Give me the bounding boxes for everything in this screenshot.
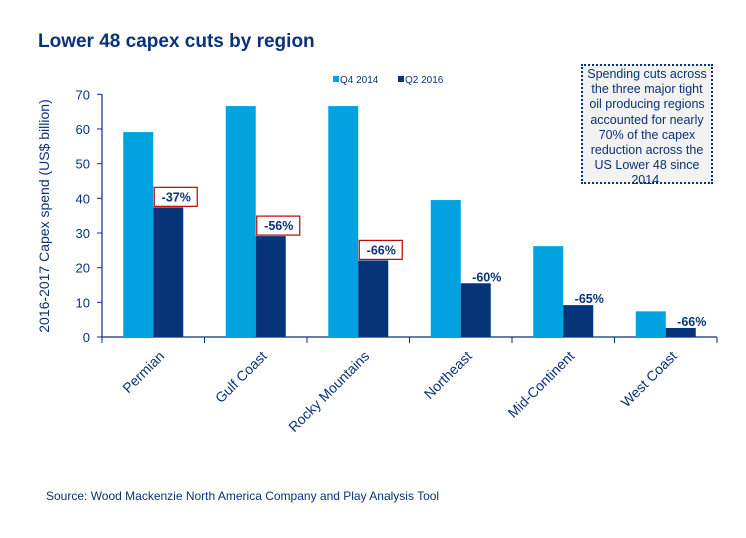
y-tick-label: 60 (76, 122, 90, 137)
y-tick-label: 70 (76, 87, 90, 102)
bar-q2-2016 (460, 283, 491, 337)
annotation-label: -66% (367, 243, 396, 257)
chart-title: Lower 48 capex cuts by region (38, 31, 315, 52)
annotation-box (153, 186, 198, 207)
bar-q4-2014 (123, 132, 154, 337)
annotation-box (358, 239, 403, 260)
y-tick-label: 0 (83, 330, 90, 345)
legend-label: Q4 2014 (340, 75, 379, 86)
bar-q2-2016 (358, 260, 389, 337)
bar-q4-2014 (533, 246, 564, 337)
bar-q4-2014 (225, 106, 256, 337)
y-tick-label: 20 (76, 261, 90, 276)
legend-swatch (333, 76, 339, 82)
bar-q2-2016 (153, 207, 184, 337)
bar-q2-2016 (563, 305, 594, 337)
x-tick-label: Northeast (421, 348, 475, 402)
source-text: Source: Wood Mackenzie North America Com… (46, 489, 440, 503)
x-tick-label: Gulf Coast (212, 348, 270, 406)
x-tick-label: West Coast (618, 348, 680, 410)
y-tick-label: 10 (76, 295, 90, 310)
x-tick-label: Permian (119, 348, 167, 396)
y-tick-label: 30 (76, 226, 90, 241)
annotation-note: Spending cuts across the three major tig… (581, 64, 713, 187)
bar-q4-2014 (328, 106, 359, 337)
annotation-label: -66% (677, 315, 706, 329)
bar-q2-2016 (665, 327, 696, 337)
annotation-label: -56% (264, 219, 293, 233)
legend-swatch (398, 76, 404, 82)
y-tick-label: 50 (76, 157, 90, 172)
y-axis-label: 2016-2017 Capex spend (US$ billion) (36, 99, 52, 332)
x-tick-label: Rocky Mountains (285, 348, 372, 435)
annotation-label: -37% (162, 190, 191, 204)
bar-q4-2014 (430, 200, 461, 337)
y-tick-label: 40 (76, 191, 90, 206)
annotation-label: -60% (472, 270, 501, 284)
legend-label: Q2 2016 (405, 75, 444, 86)
annotation-box (256, 215, 301, 236)
bar-q2-2016 (255, 236, 286, 337)
bar-q4-2014 (635, 311, 666, 337)
x-tick-label: Mid-Continent (504, 348, 577, 421)
annotation-label: -65% (575, 292, 604, 306)
